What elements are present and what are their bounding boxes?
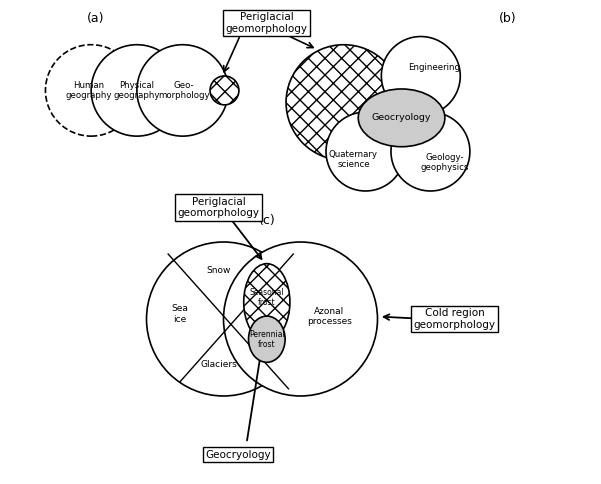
Ellipse shape [358, 89, 445, 147]
Circle shape [91, 45, 183, 136]
Text: (b): (b) [499, 12, 516, 25]
Ellipse shape [249, 316, 285, 363]
Text: Physical
geography: Physical geography [114, 81, 160, 100]
Text: Snow: Snow [207, 266, 231, 275]
Text: Quaternary
science: Quaternary science [329, 150, 378, 169]
Text: Periglacial
geomorphology: Periglacial geomorphology [178, 197, 260, 218]
Text: Human
geography: Human geography [66, 81, 112, 100]
Text: Seasonal
frost: Seasonal frost [249, 287, 284, 307]
Circle shape [137, 45, 228, 136]
Text: Sea
ice: Sea ice [172, 304, 189, 324]
Text: Perennial
frost: Perennial frost [249, 330, 285, 349]
Circle shape [224, 242, 377, 396]
Circle shape [391, 112, 470, 191]
Text: Cold region
geomorphology: Cold region geomorphology [413, 308, 495, 330]
Circle shape [382, 36, 460, 116]
Text: Geo-
morphology: Geo- morphology [157, 81, 209, 100]
Text: Engineering: Engineering [408, 63, 460, 72]
Text: Geocryology: Geocryology [372, 113, 432, 122]
Circle shape [326, 112, 405, 191]
Ellipse shape [244, 264, 290, 341]
Circle shape [286, 45, 401, 160]
Text: Periglacial
geomorphology: Periglacial geomorphology [226, 12, 308, 34]
Circle shape [210, 76, 239, 105]
Text: Geocryology: Geocryology [205, 450, 271, 460]
Circle shape [46, 45, 137, 136]
Text: (c): (c) [258, 214, 275, 227]
Text: (a): (a) [87, 12, 105, 25]
Text: Glaciers: Glaciers [200, 360, 237, 369]
Text: Azonal
processes: Azonal processes [307, 307, 352, 326]
Circle shape [147, 242, 300, 396]
Text: Geology-
geophysics: Geology- geophysics [421, 153, 469, 172]
